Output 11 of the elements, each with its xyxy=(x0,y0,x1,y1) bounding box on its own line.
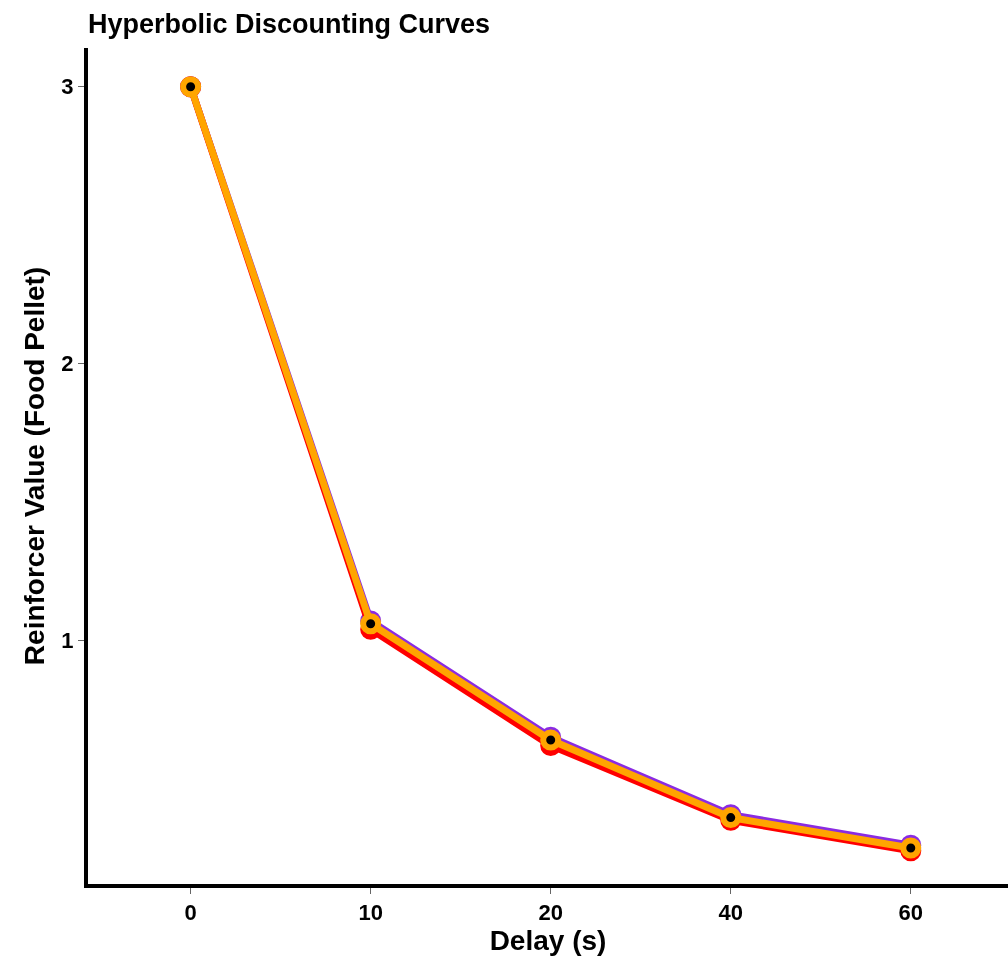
y-tick-label: 3 xyxy=(61,74,74,100)
x-tick-label: 10 xyxy=(358,900,383,926)
y-tick-label: 1 xyxy=(61,628,74,654)
x-tick-label: 0 xyxy=(184,900,197,926)
chart-title: Hyperbolic Discounting Curves xyxy=(88,9,491,40)
x-tick-label: 40 xyxy=(718,900,743,926)
x-tick-label: 20 xyxy=(538,900,563,926)
x-axis-title: Delay (s) xyxy=(489,925,607,957)
y-tick-label: 2 xyxy=(61,351,74,377)
y-axis-title: Reinforcer Value (Food Pellet) xyxy=(18,266,50,666)
x-tick-label: 60 xyxy=(898,900,924,926)
